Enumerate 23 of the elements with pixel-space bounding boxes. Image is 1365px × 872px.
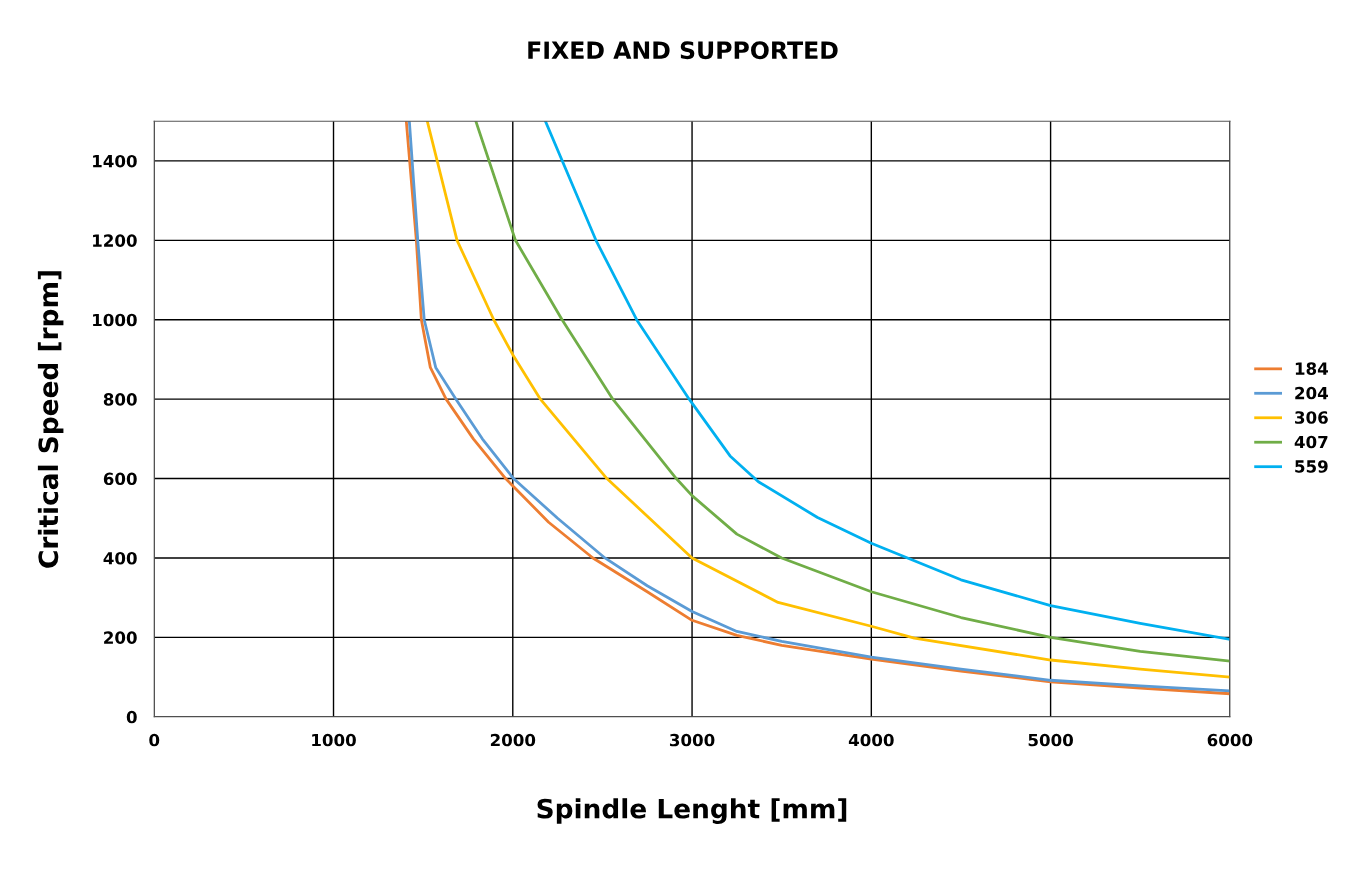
legend-label: 204 <box>1295 386 1328 400</box>
x-tick-label: 6000 <box>1207 733 1253 747</box>
legend-label: 407 <box>1294 435 1328 449</box>
legend-label: 559 <box>1295 460 1328 473</box>
y-tick-label: 1000 <box>93 313 137 327</box>
y-tick-label: 1400 <box>93 154 137 168</box>
x-tick-label: 4000 <box>848 733 894 747</box>
y-tick-label: 200 <box>104 631 137 644</box>
legend-label: 306 <box>1295 411 1328 424</box>
x-tick-label: 5000 <box>1028 733 1073 747</box>
chart-title: FIXED AND SUPPORTED <box>528 41 838 60</box>
y-tick-label: 800 <box>103 393 137 406</box>
y-tick-label: 0 <box>126 710 137 724</box>
x-tick-label: 0 <box>149 733 160 747</box>
y-tick-label: 1200 <box>93 234 137 247</box>
y-tick-label: 400 <box>103 551 137 565</box>
y-axis-title: Critical Speed [rpm] <box>37 271 64 568</box>
x-tick-label: 1000 <box>312 733 356 747</box>
x-axis-title: Spindle Lenght [mm] <box>537 798 847 824</box>
y-tick-label: 600 <box>103 472 137 486</box>
legend-label: 184 <box>1295 362 1328 375</box>
x-tick-label: 3000 <box>669 733 715 747</box>
x-tick-label: 2000 <box>490 733 536 747</box>
